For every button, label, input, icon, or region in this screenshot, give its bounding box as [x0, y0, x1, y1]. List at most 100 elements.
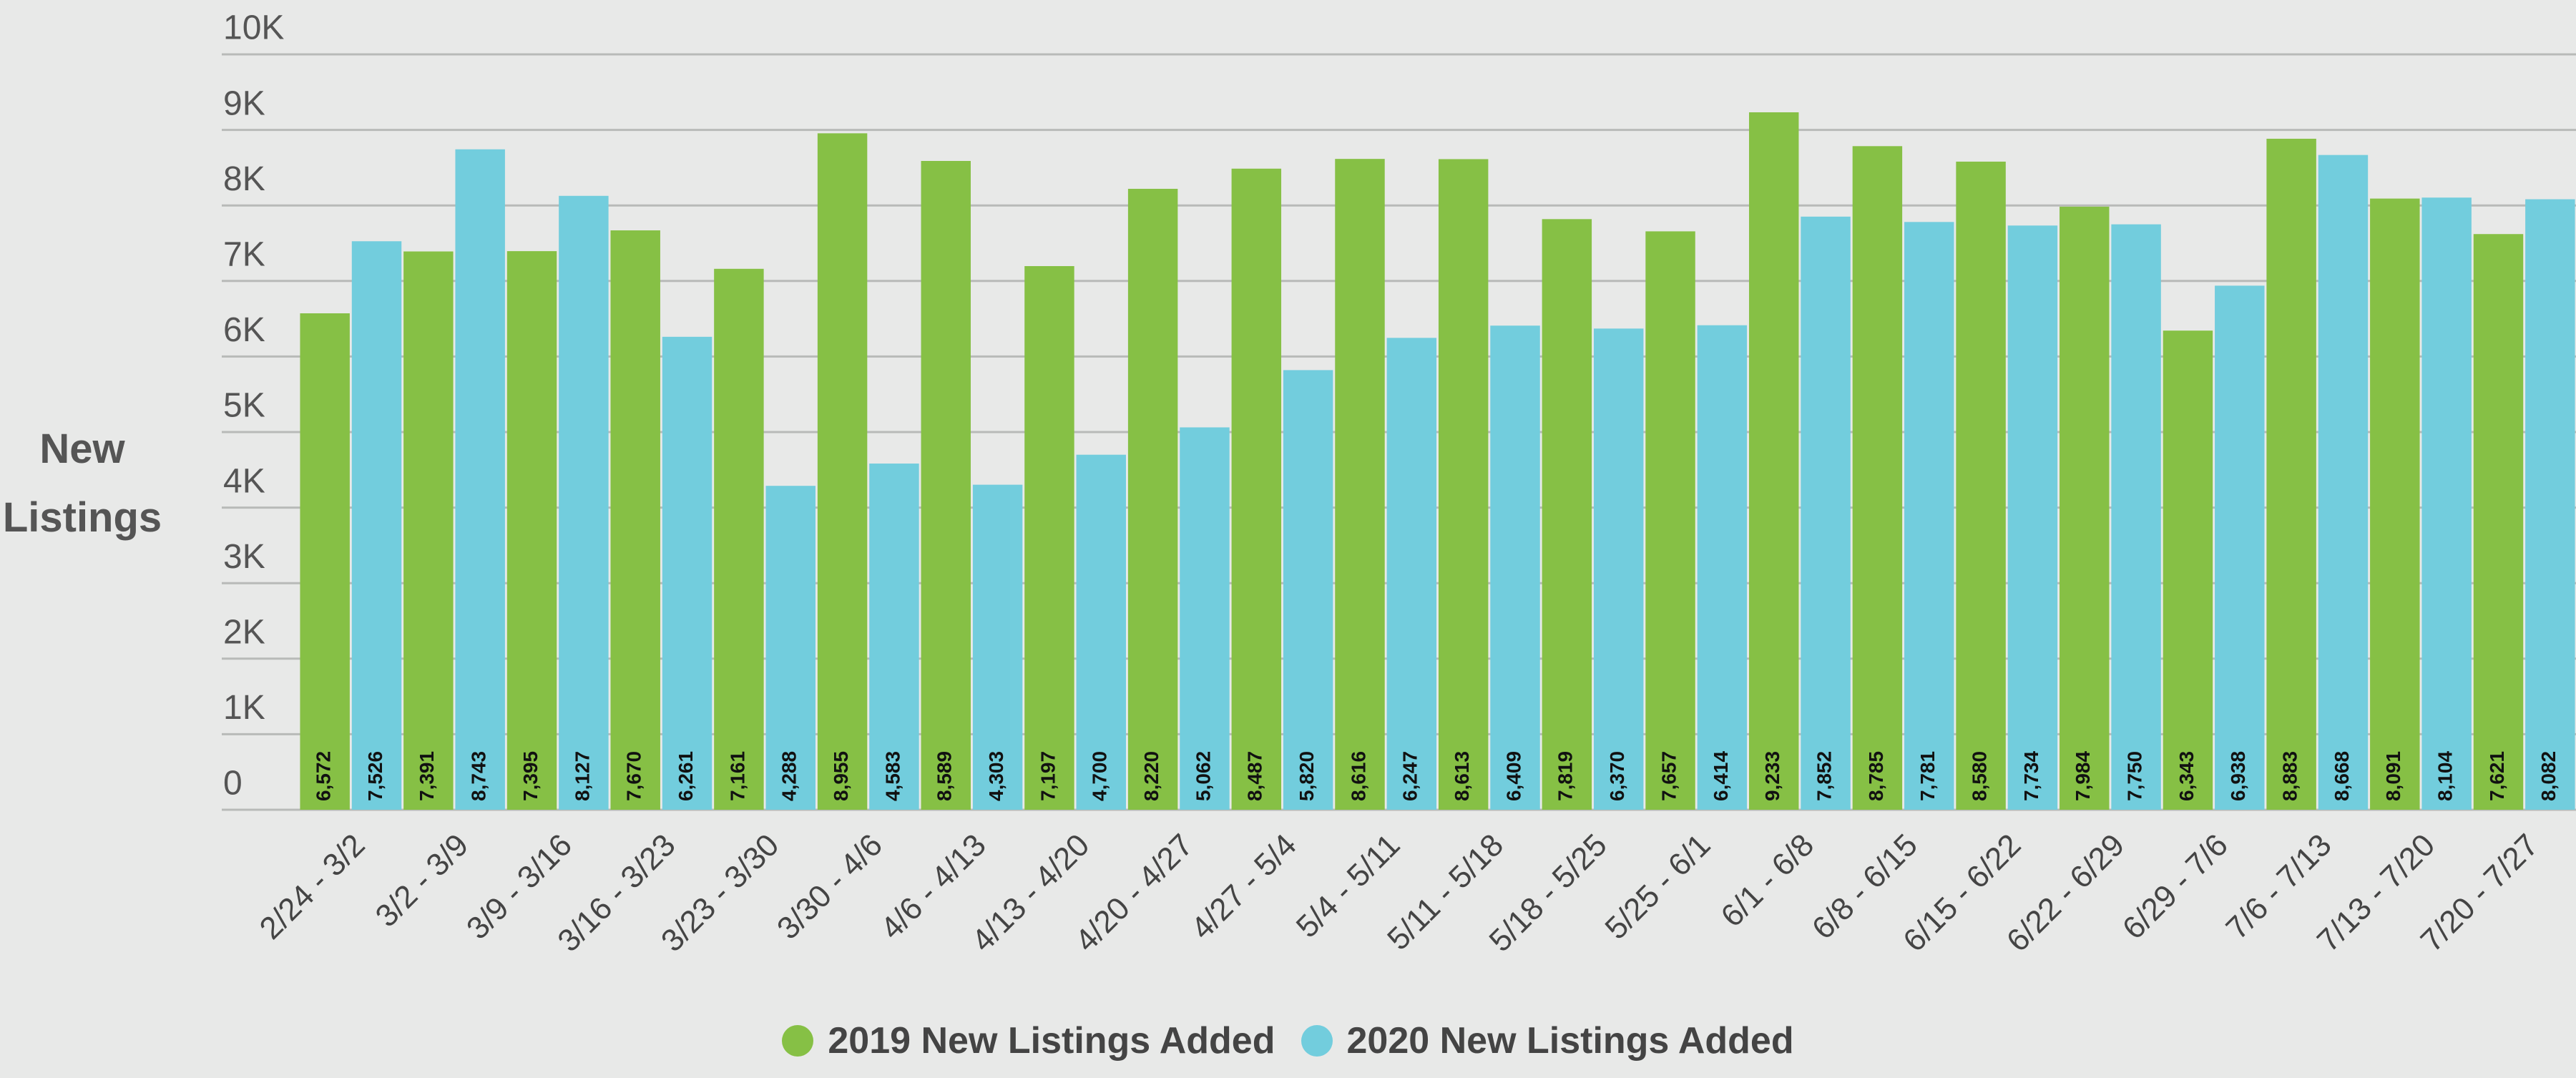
bar: [869, 464, 919, 810]
bar: [2163, 330, 2213, 810]
value-label: 8,220: [1140, 751, 1162, 801]
y-tick-label: 5K: [223, 387, 265, 425]
legend-marker: [1301, 1025, 1333, 1057]
y-tick-label: 3K: [223, 538, 265, 576]
y-tick-label: 0: [223, 765, 243, 803]
bar: [300, 313, 350, 810]
value-label: 7,395: [519, 751, 542, 801]
value-label: 8,104: [2434, 751, 2457, 801]
bar: [455, 149, 505, 810]
y-tick-label: 4K: [223, 462, 265, 500]
y-axis-label: New Listings: [2, 426, 162, 541]
y-tick-label: 1K: [223, 689, 265, 727]
bar: [1076, 454, 1127, 810]
bar: [714, 268, 764, 810]
value-label: 7,781: [1916, 751, 1939, 801]
bar: [1438, 159, 1489, 810]
bar: [403, 251, 454, 810]
value-label: 8,668: [2331, 751, 2353, 801]
bar: [351, 241, 402, 810]
value-label: 7,852: [1813, 751, 1835, 801]
value-label: 6,938: [2227, 751, 2249, 801]
bar: [1283, 370, 1333, 810]
bar: [1852, 146, 1903, 810]
x-tick-label: 4/27 - 5/4: [1185, 828, 1303, 946]
value-label: 8,082: [2537, 751, 2560, 801]
value-label: 4,288: [778, 751, 800, 801]
value-label: 7,819: [1554, 751, 1577, 801]
bar: [662, 336, 712, 810]
bar: [1593, 328, 1644, 810]
bar: [1127, 188, 1178, 810]
value-label: 5,062: [1192, 751, 1214, 801]
bar: [2060, 206, 2110, 810]
value-label: 7,984: [2072, 751, 2094, 801]
value-label: 8,883: [2279, 751, 2301, 801]
y-tick-label: 6K: [223, 311, 265, 349]
bar: [1801, 216, 1851, 810]
bar: [1231, 168, 1282, 810]
value-label: 7,621: [2486, 751, 2508, 801]
legend-item: 2019 New Listings Added: [782, 1019, 1275, 1062]
value-label: 8,613: [1451, 751, 1473, 801]
bar: [2421, 197, 2472, 810]
bar: [1386, 338, 1437, 810]
bar: [2007, 225, 2058, 810]
value-label: 8,487: [1244, 751, 1266, 801]
bar: [1542, 219, 1592, 810]
value-label: 7,161: [726, 751, 748, 801]
bar: [1645, 231, 1695, 810]
bar: [2525, 199, 2575, 810]
value-label: 6,370: [1606, 751, 1628, 801]
x-tick-label: 3/2 - 3/9: [369, 828, 476, 934]
bar: [817, 133, 868, 810]
value-label: 8,955: [830, 751, 852, 801]
bar: [1335, 159, 1385, 810]
x-tick-label: 2/24 - 3/2: [253, 828, 372, 946]
value-label: 8,091: [2382, 751, 2404, 801]
y-tick-label: 7K: [223, 235, 265, 273]
bar: [1490, 325, 1540, 810]
bar: [559, 195, 609, 810]
bar: [506, 251, 557, 810]
bar: [765, 486, 816, 810]
value-label: 6,409: [1502, 751, 1524, 801]
y-tick-label: 2K: [223, 613, 265, 651]
x-tick-label: 3/30 - 4/6: [770, 828, 889, 946]
value-label: 7,670: [623, 751, 645, 801]
value-label: 8,616: [1347, 751, 1369, 801]
value-label: 5,820: [1296, 751, 1318, 801]
bar: [610, 230, 660, 810]
value-label: 6,414: [1710, 751, 1732, 801]
bar: [1956, 161, 2006, 810]
value-label: 6,261: [675, 751, 697, 801]
bar: [1180, 427, 1230, 810]
value-label: 6,572: [313, 751, 335, 801]
bar: [1748, 112, 1799, 810]
bar: [2318, 155, 2369, 810]
y-tick-label: 9K: [223, 84, 265, 122]
bar: [921, 161, 971, 810]
bar: [2215, 285, 2265, 810]
x-tick-label: 5/25 - 6/1: [1598, 828, 1717, 946]
value-label: 4,303: [985, 751, 1007, 801]
value-label: 4,583: [881, 751, 903, 801]
value-label: 8,743: [468, 751, 490, 801]
legend: 2019 New Listings Added 2020 New Listings…: [0, 1019, 2576, 1062]
value-label: 7,657: [1657, 751, 1680, 801]
bar: [972, 484, 1023, 810]
value-label: 7,734: [2020, 751, 2042, 801]
value-label: 8,589: [934, 751, 956, 801]
legend-label: 2020 New Listings Added: [1346, 1020, 1794, 1062]
bar: [1024, 265, 1074, 810]
value-label: 7,526: [364, 751, 386, 801]
bar: [2266, 138, 2316, 810]
bar: [1697, 325, 1748, 810]
bar: [2111, 224, 2161, 810]
legend-label: 2019 New Listings Added: [828, 1020, 1275, 1062]
bar: [2370, 198, 2420, 810]
value-label: 4,700: [1089, 751, 1111, 801]
value-label: 7,197: [1037, 751, 1059, 801]
value-label: 7,391: [416, 751, 438, 801]
